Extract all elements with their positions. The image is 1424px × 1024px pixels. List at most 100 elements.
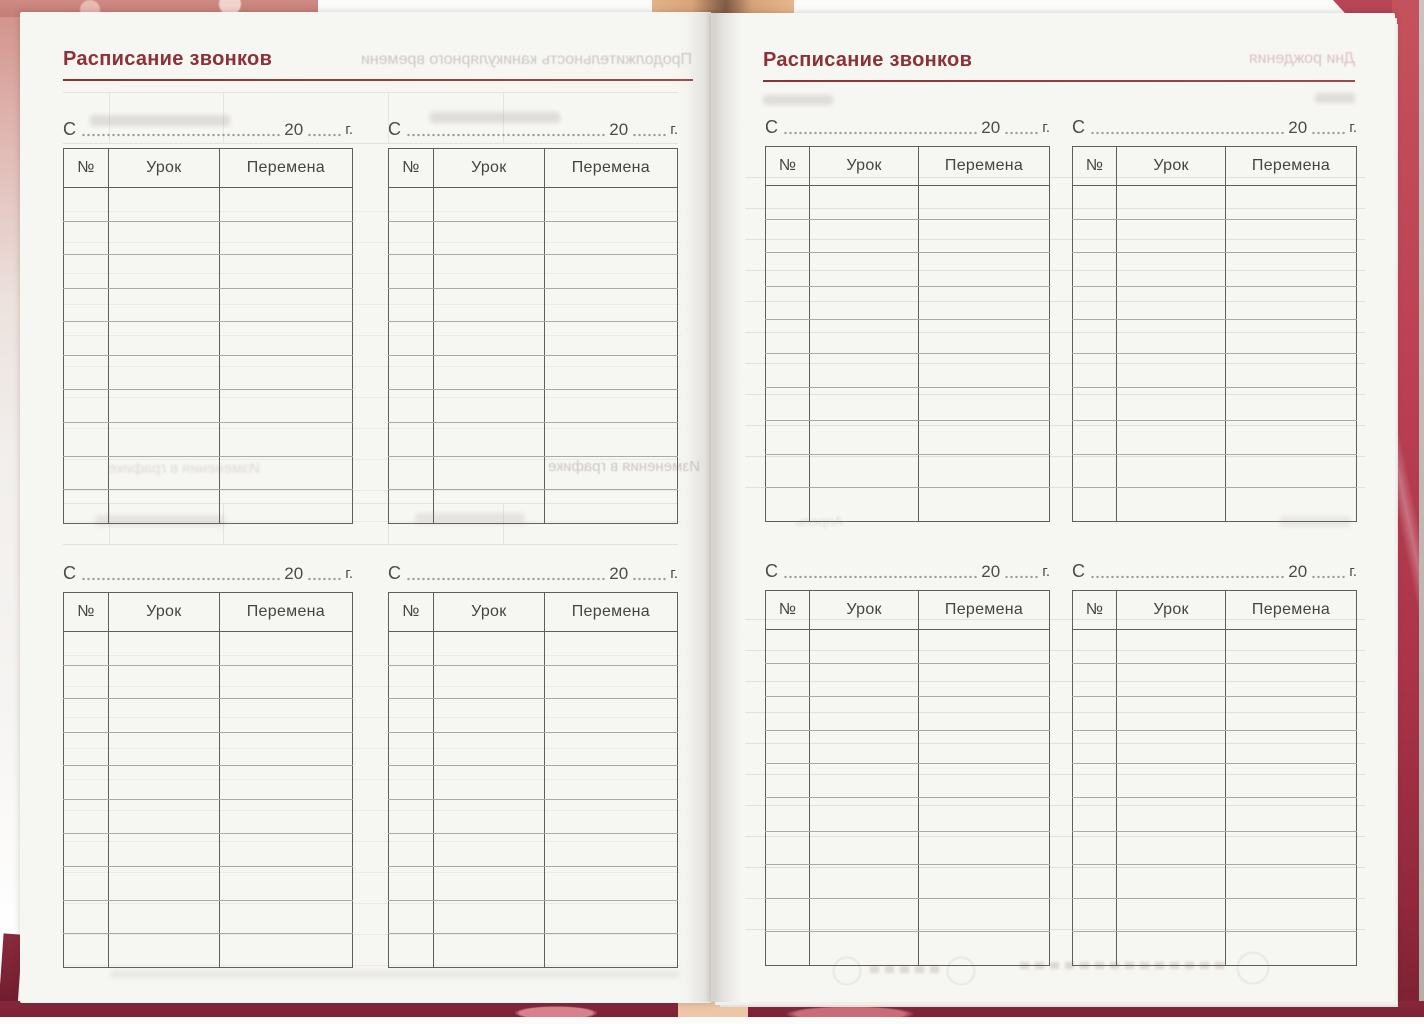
date-line: С 20 г.	[63, 556, 353, 582]
table-row	[1072, 487, 1357, 522]
empty-cell	[918, 898, 1050, 933]
table-row	[63, 254, 353, 289]
empty-cell	[765, 387, 811, 422]
empty-cell	[765, 663, 811, 698]
empty-cell	[108, 389, 220, 424]
empty-cell	[388, 321, 434, 356]
empty-cell	[1225, 864, 1357, 899]
empty-cell	[1225, 898, 1357, 933]
empty-cell	[388, 254, 434, 289]
empty-cell	[544, 355, 678, 390]
table-row	[1072, 864, 1357, 899]
empty-cell	[388, 221, 434, 256]
empty-cell	[809, 931, 920, 966]
date-dotted-line	[406, 564, 606, 582]
empty-cell	[918, 696, 1050, 731]
table-row	[388, 665, 678, 700]
table-row	[765, 763, 1050, 798]
empty-cell	[765, 219, 811, 254]
date-prefix: С	[63, 563, 76, 583]
date-year: 20	[284, 564, 304, 583]
table-row	[765, 663, 1050, 698]
empty-cell	[219, 665, 353, 700]
empty-cell	[765, 286, 811, 321]
table-row	[388, 321, 678, 356]
empty-cell	[388, 389, 434, 424]
empty-cell	[63, 765, 109, 800]
empty-cell	[1072, 185, 1118, 220]
date-year: 20	[609, 564, 629, 583]
empty-cell	[765, 353, 811, 388]
empty-cell	[108, 833, 220, 868]
bell-schedule-table: № Урок Перемена	[765, 590, 1050, 966]
empty-cell	[544, 866, 678, 901]
empty-cell	[544, 422, 678, 457]
column-header: Урок	[1116, 146, 1227, 186]
empty-cell	[544, 490, 677, 524]
ghost-smudge	[110, 970, 680, 978]
ghost-text-vacation-duration: Продолжительность каникулярного времени	[360, 51, 692, 68]
empty-cell	[388, 456, 434, 491]
table-row	[1072, 252, 1357, 287]
date-dotted-line	[1004, 118, 1039, 136]
empty-cell	[918, 454, 1050, 489]
table-row	[63, 389, 353, 424]
table-row	[63, 866, 353, 901]
date-year-suffix: г.	[1349, 119, 1357, 136]
table-row	[765, 797, 1050, 832]
ghost-text-birthdays: Дни рождения	[1248, 50, 1355, 67]
table-row	[63, 489, 353, 524]
empty-cell	[1072, 319, 1118, 354]
empty-cell	[1116, 663, 1227, 698]
empty-cell	[1225, 454, 1357, 489]
empty-cell	[1072, 730, 1118, 765]
empty-cell	[765, 797, 811, 832]
empty-cell	[1116, 696, 1227, 731]
empty-cell	[388, 698, 434, 733]
empty-cell	[433, 288, 545, 323]
empty-cell	[433, 765, 545, 800]
empty-cell	[765, 831, 811, 866]
date-line: С 20 г.	[765, 110, 1050, 136]
empty-cell	[108, 254, 220, 289]
empty-cell	[1072, 864, 1118, 899]
schedule-block: С 20 г. № Урок Перемена	[388, 112, 678, 524]
column-header: №	[388, 592, 434, 632]
empty-cell	[1072, 898, 1118, 933]
empty-cell	[433, 631, 545, 666]
table-row	[765, 319, 1050, 354]
empty-cell	[219, 631, 353, 666]
empty-cell	[809, 286, 920, 321]
empty-cell	[63, 799, 109, 834]
empty-cell	[219, 900, 353, 935]
column-header: №	[63, 148, 109, 188]
empty-cell	[1225, 353, 1357, 388]
empty-cell	[63, 698, 109, 733]
table-row	[765, 185, 1050, 220]
empty-cell	[1225, 219, 1357, 254]
empty-cell	[1116, 864, 1227, 899]
empty-cell	[918, 864, 1050, 899]
table-row	[1072, 387, 1357, 422]
empty-cell	[1072, 931, 1118, 966]
empty-cell	[108, 288, 220, 323]
empty-cell	[388, 765, 434, 800]
empty-cell	[108, 422, 220, 457]
empty-cell	[219, 732, 353, 767]
table-row	[63, 765, 353, 800]
empty-cell	[63, 321, 109, 356]
table-row	[765, 286, 1050, 321]
empty-cell	[219, 934, 352, 968]
table-row	[388, 866, 678, 901]
empty-cell	[1116, 286, 1227, 321]
empty-cell	[388, 799, 434, 834]
column-header: №	[765, 590, 811, 630]
date-line: С 20 г.	[765, 554, 1050, 580]
column-header: Урок	[809, 590, 920, 630]
empty-cell	[108, 355, 220, 390]
schedule-block: С 20 г. № Урок Перемена	[765, 554, 1050, 966]
table-row	[63, 355, 353, 390]
empty-cell	[1116, 831, 1227, 866]
empty-cell	[544, 900, 678, 935]
